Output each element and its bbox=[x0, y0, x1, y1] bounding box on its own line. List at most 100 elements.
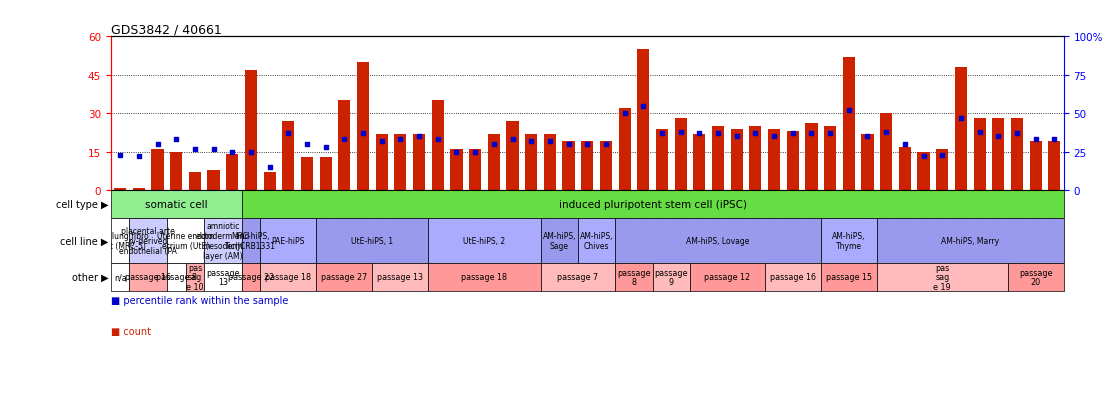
Bar bbox=[130, 218, 167, 263]
Point bbox=[448, 149, 465, 156]
Bar bbox=[899, 147, 911, 191]
Text: pas
sag
e 19: pas sag e 19 bbox=[933, 263, 951, 292]
Text: placental arte
ry-derived
endothelial (PA: placental arte ry-derived endothelial (P… bbox=[120, 227, 177, 255]
Text: passage 7: passage 7 bbox=[557, 273, 598, 282]
Point bbox=[336, 137, 353, 143]
Text: passage
13: passage 13 bbox=[206, 268, 239, 287]
Text: fetal lung fibro
blast (MRC-5): fetal lung fibro blast (MRC-5) bbox=[92, 232, 148, 250]
Point bbox=[821, 131, 839, 137]
Bar bbox=[917, 152, 930, 191]
Bar bbox=[167, 218, 204, 263]
Point bbox=[616, 111, 634, 117]
Bar bbox=[730, 129, 742, 191]
Text: amniotic
ectoderm and
mesoderm
layer (AM): amniotic ectoderm and mesoderm layer (AM… bbox=[196, 222, 249, 260]
Point bbox=[728, 134, 746, 140]
Text: pas
sag
e 10: pas sag e 10 bbox=[186, 263, 204, 292]
Point bbox=[130, 154, 147, 160]
Bar bbox=[843, 58, 855, 191]
Text: passage 16: passage 16 bbox=[125, 273, 171, 282]
Bar bbox=[242, 263, 260, 291]
Bar bbox=[242, 218, 260, 263]
Bar bbox=[876, 263, 1007, 291]
Bar bbox=[114, 188, 126, 191]
Point bbox=[915, 154, 933, 160]
Point bbox=[279, 131, 297, 137]
Text: passage 12: passage 12 bbox=[705, 273, 750, 282]
Point bbox=[878, 129, 895, 135]
Text: cell line ▶: cell line ▶ bbox=[60, 236, 109, 246]
Bar bbox=[1007, 263, 1064, 291]
Point bbox=[1027, 137, 1045, 143]
Point bbox=[671, 129, 689, 135]
Bar bbox=[372, 263, 429, 291]
Bar bbox=[936, 150, 948, 191]
Text: induced pluripotent stem cell (iPSC): induced pluripotent stem cell (iPSC) bbox=[558, 199, 747, 210]
Bar bbox=[469, 150, 481, 191]
Bar bbox=[432, 101, 444, 191]
Bar bbox=[675, 119, 687, 191]
Bar bbox=[133, 188, 145, 191]
Bar bbox=[338, 101, 350, 191]
Text: UtE-hiPS, 2: UtE-hiPS, 2 bbox=[463, 236, 505, 245]
Point bbox=[597, 141, 615, 148]
Bar bbox=[204, 263, 242, 291]
Bar bbox=[690, 263, 765, 291]
Text: ■ count: ■ count bbox=[111, 326, 151, 336]
Bar bbox=[226, 155, 238, 191]
Bar bbox=[563, 142, 575, 191]
Bar bbox=[260, 263, 316, 291]
Bar bbox=[578, 218, 615, 263]
Bar bbox=[599, 142, 612, 191]
Text: somatic cell: somatic cell bbox=[145, 199, 207, 210]
Bar bbox=[637, 50, 649, 191]
Text: AM-hiPS,
Sage: AM-hiPS, Sage bbox=[543, 232, 576, 250]
Bar bbox=[712, 127, 725, 191]
Text: cell type ▶: cell type ▶ bbox=[57, 199, 109, 210]
Bar bbox=[111, 263, 130, 291]
Text: MRC-hiPS,
Tic(JCRB1331: MRC-hiPS, Tic(JCRB1331 bbox=[225, 232, 276, 250]
Bar bbox=[1010, 119, 1023, 191]
Point bbox=[186, 146, 204, 152]
Point bbox=[859, 134, 876, 140]
Bar bbox=[111, 191, 242, 218]
Text: AM-hiPS, Lovage: AM-hiPS, Lovage bbox=[686, 236, 750, 245]
Text: ■ percentile rank within the sample: ■ percentile rank within the sample bbox=[111, 295, 288, 305]
Text: passage 18: passage 18 bbox=[265, 273, 311, 282]
Bar bbox=[152, 150, 164, 191]
Text: passage 18: passage 18 bbox=[461, 273, 507, 282]
Text: Uterine endom
etrium (UtE): Uterine endom etrium (UtE) bbox=[157, 232, 214, 250]
Bar bbox=[488, 134, 500, 191]
Bar bbox=[541, 263, 615, 291]
Bar bbox=[413, 134, 425, 191]
Bar bbox=[525, 134, 537, 191]
Point bbox=[373, 138, 391, 145]
Point bbox=[167, 137, 185, 143]
Point bbox=[989, 134, 1007, 140]
Point bbox=[709, 131, 727, 137]
Bar bbox=[242, 191, 1064, 218]
Point bbox=[466, 149, 484, 156]
Bar bbox=[749, 127, 761, 191]
Point bbox=[802, 131, 820, 137]
Point bbox=[224, 149, 242, 156]
Text: passage 16: passage 16 bbox=[770, 273, 815, 282]
Text: other ▶: other ▶ bbox=[72, 272, 109, 282]
Point bbox=[653, 131, 670, 137]
Text: passage 8: passage 8 bbox=[156, 273, 197, 282]
Bar bbox=[582, 142, 593, 191]
Bar bbox=[656, 129, 668, 191]
Bar bbox=[821, 218, 876, 263]
Point bbox=[747, 131, 765, 137]
Text: n/a: n/a bbox=[114, 273, 126, 282]
Bar bbox=[974, 119, 986, 191]
Text: passage 22: passage 22 bbox=[228, 273, 274, 282]
Text: passage 13: passage 13 bbox=[378, 273, 423, 282]
Point bbox=[560, 141, 577, 148]
Bar bbox=[245, 71, 257, 191]
Bar bbox=[376, 134, 388, 191]
Bar bbox=[301, 157, 314, 191]
Bar bbox=[765, 263, 821, 291]
Text: PAE-hiPS: PAE-hiPS bbox=[271, 236, 305, 245]
Bar bbox=[394, 134, 407, 191]
Bar bbox=[450, 150, 462, 191]
